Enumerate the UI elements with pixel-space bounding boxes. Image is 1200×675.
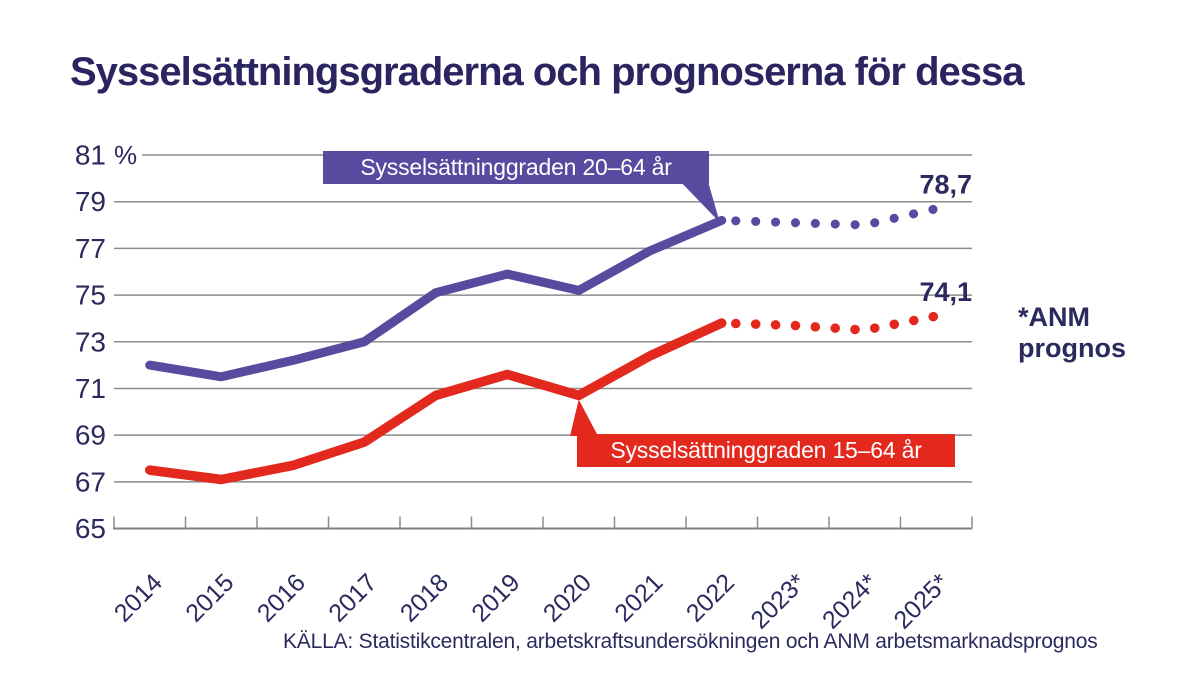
x-tick-label-2018: 2018 bbox=[395, 568, 454, 627]
y-tick-label-67: 67 bbox=[75, 466, 106, 497]
series-line-20-64 bbox=[145, 215, 727, 382]
x-tick-label-2014: 2014 bbox=[109, 568, 168, 627]
page-title: Sysselsättningsgraderna och prognoserna … bbox=[70, 50, 1025, 94]
x-tick-label-2023: 2023* bbox=[745, 568, 811, 634]
y-tick-label-73: 73 bbox=[75, 326, 106, 357]
series-forecast-dots-20-64 bbox=[717, 204, 941, 230]
x-tick-label-2020: 2020 bbox=[538, 568, 597, 627]
callout-15-64-label: Sysselsättninggraden 15–64 år bbox=[610, 437, 922, 463]
callout-20-64-tail bbox=[682, 184, 720, 223]
callout-15-64: Sysselsättninggraden 15–64 år bbox=[577, 434, 955, 467]
x-tick-label-2017: 2017 bbox=[323, 568, 382, 627]
x-tick-label-2021: 2021 bbox=[609, 568, 668, 627]
y-tick-label-77: 77 bbox=[75, 233, 106, 264]
callout-20-64: Sysselsättninggraden 20–64 år bbox=[323, 151, 709, 184]
end-value-label-20-64: 78,7 bbox=[919, 170, 972, 200]
forecast-note-line1: *ANM bbox=[1018, 302, 1090, 332]
series-line-15-64 bbox=[145, 318, 727, 485]
end-value-label-15-64: 74,1 bbox=[919, 277, 972, 307]
x-tick-label-2025: 2025* bbox=[888, 568, 954, 634]
x-tick-label-2024: 2024* bbox=[817, 568, 883, 634]
series-forecast-dots-15-64 bbox=[717, 311, 941, 335]
x-tick-label-2019: 2019 bbox=[466, 568, 525, 627]
forecast-note: *ANM prognos bbox=[1018, 302, 1126, 364]
y-tick-label-81: 81 bbox=[75, 140, 106, 171]
forecast-note-line2: prognos bbox=[1018, 333, 1126, 363]
callout-20-64-label: Sysselsättninggraden 20–64 år bbox=[360, 154, 672, 180]
y-tick-label-71: 71 bbox=[75, 373, 106, 404]
source-caption: KÄLLA: Statistikcentralen, arbetskraftsu… bbox=[283, 630, 1098, 653]
x-tick-label-2015: 2015 bbox=[180, 568, 239, 627]
x-tick-label-2022: 2022 bbox=[681, 568, 740, 627]
callout-15-64-tail bbox=[570, 399, 598, 436]
y-tick-label-79: 79 bbox=[75, 186, 106, 217]
y-tick-label-75: 75 bbox=[75, 280, 106, 311]
y-tick-label-69: 69 bbox=[75, 420, 106, 451]
x-tick-label-2016: 2016 bbox=[252, 568, 311, 627]
y-tick-label-65: 65 bbox=[75, 513, 106, 544]
y-axis-unit: % bbox=[114, 140, 137, 170]
